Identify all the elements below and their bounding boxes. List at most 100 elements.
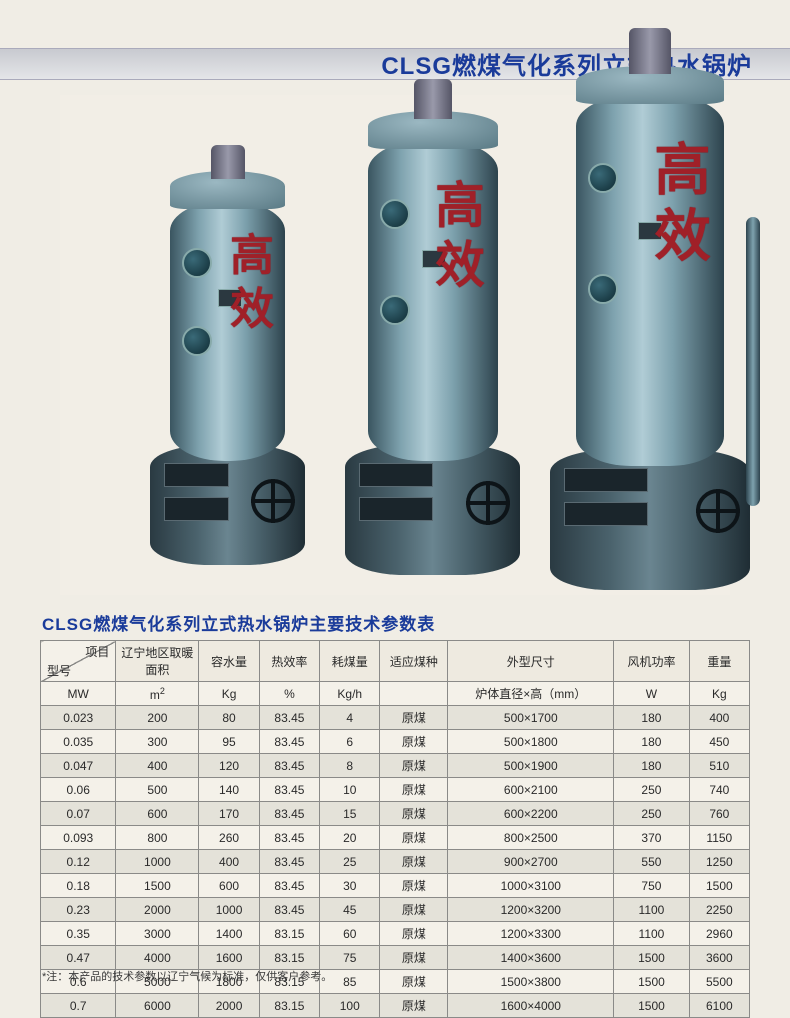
header-diag: 项目型号 <box>41 641 116 682</box>
cell: 1000 <box>199 898 259 922</box>
cell: 原煤 <box>380 706 448 730</box>
cell: 2250 <box>689 898 749 922</box>
cell: 原煤 <box>380 898 448 922</box>
cell: 1500×3800 <box>448 970 614 994</box>
cell: 3600 <box>689 946 749 970</box>
unit-cell: W <box>614 682 689 706</box>
cell: 500×1700 <box>448 706 614 730</box>
cell: 83.45 <box>259 730 319 754</box>
table-row: 0.04740012083.458原煤500×1900180510 <box>41 754 750 778</box>
col-header: 耗煤量 <box>320 641 380 682</box>
cell: 0.093 <box>41 826 116 850</box>
cell: 600×2100 <box>448 778 614 802</box>
cell: 6 <box>320 730 380 754</box>
cell: 400 <box>689 706 749 730</box>
cell: 83.45 <box>259 874 319 898</box>
cell: 20 <box>320 826 380 850</box>
cell: 0.06 <box>41 778 116 802</box>
cell: 原煤 <box>380 874 448 898</box>
cell: 原煤 <box>380 922 448 946</box>
cell: 1100 <box>614 898 689 922</box>
spec-table: 项目型号辽宁地区取暖面积容水量热效率耗煤量适应煤种外型尺寸风机功率重量MWm2K… <box>40 640 750 1018</box>
cell: 1600×4000 <box>448 994 614 1018</box>
unit-cell: 炉体直径×高（mm） <box>448 682 614 706</box>
cell: 60 <box>320 922 380 946</box>
cell: 300 <box>116 730 199 754</box>
cell: 1500 <box>614 970 689 994</box>
table-row: 0.353000140083.1560原煤1200×330011002960 <box>41 922 750 946</box>
cell: 95 <box>199 730 259 754</box>
cell: 510 <box>689 754 749 778</box>
cell: 原煤 <box>380 802 448 826</box>
cell: 1500 <box>614 946 689 970</box>
col-header: 重量 <box>689 641 749 682</box>
unit-cell: Kg <box>199 682 259 706</box>
cell: 140 <box>199 778 259 802</box>
cell: 原煤 <box>380 730 448 754</box>
cell: 1500 <box>689 874 749 898</box>
cell: 83.45 <box>259 826 319 850</box>
cell: 原煤 <box>380 994 448 1018</box>
unit-cell: % <box>259 682 319 706</box>
cell: 740 <box>689 778 749 802</box>
cell: 600 <box>116 802 199 826</box>
table-row: 0.0650014083.4510原煤600×2100250740 <box>41 778 750 802</box>
cell: 750 <box>614 874 689 898</box>
cell: 170 <box>199 802 259 826</box>
cell: 400 <box>116 754 199 778</box>
cell: 200 <box>116 706 199 730</box>
boiler-3: 高效 <box>550 34 750 590</box>
cell: 原煤 <box>380 850 448 874</box>
cell: 500×1800 <box>448 730 614 754</box>
cell: 1500 <box>614 994 689 1018</box>
cell: 30 <box>320 874 380 898</box>
cell: 83.45 <box>259 754 319 778</box>
table-row: 0.474000160083.1575原煤1400×360015003600 <box>41 946 750 970</box>
table-row: 0.18150060083.4530原煤1000×31007501500 <box>41 874 750 898</box>
cell: 1200×3200 <box>448 898 614 922</box>
cell: 15 <box>320 802 380 826</box>
boiler-2: 高效 <box>345 85 520 575</box>
cell: 6000 <box>116 994 199 1018</box>
cell: 400 <box>199 850 259 874</box>
cell: 1600 <box>199 946 259 970</box>
cell: 25 <box>320 850 380 874</box>
table-row: 0.09380026083.4520原煤800×25003701150 <box>41 826 750 850</box>
cell: 500×1900 <box>448 754 614 778</box>
unit-cell <box>380 682 448 706</box>
cell: 800 <box>116 826 199 850</box>
cell: 250 <box>614 802 689 826</box>
cell: 1000×3100 <box>448 874 614 898</box>
cell: 0.18 <box>41 874 116 898</box>
cell: 83.45 <box>259 898 319 922</box>
cell: 8 <box>320 754 380 778</box>
cell: 1150 <box>689 826 749 850</box>
cell: 1100 <box>614 922 689 946</box>
cell: 0.047 <box>41 754 116 778</box>
cell: 600 <box>199 874 259 898</box>
cell: 450 <box>689 730 749 754</box>
cell: 760 <box>689 802 749 826</box>
cell: 180 <box>614 754 689 778</box>
cell: 83.15 <box>259 922 319 946</box>
col-header: 辽宁地区取暖面积 <box>116 641 199 682</box>
cell: 0.23 <box>41 898 116 922</box>
product-image: 高效高效高效 <box>60 95 730 595</box>
cell: 83.45 <box>259 802 319 826</box>
cell: 6100 <box>689 994 749 1018</box>
cell: 2000 <box>116 898 199 922</box>
cell: 75 <box>320 946 380 970</box>
cell: 180 <box>614 706 689 730</box>
spec-table-container: 项目型号辽宁地区取暖面积容水量热效率耗煤量适应煤种外型尺寸风机功率重量MWm2K… <box>40 640 750 1018</box>
table-row: 0.0232008083.454原煤500×1700180400 <box>41 706 750 730</box>
cell: 0.07 <box>41 802 116 826</box>
cell: 1400×3600 <box>448 946 614 970</box>
cell: 0.023 <box>41 706 116 730</box>
cell: 4000 <box>116 946 199 970</box>
table-row: 0.12100040083.4525原煤900×27005501250 <box>41 850 750 874</box>
cell: 0.7 <box>41 994 116 1018</box>
cell: 1400 <box>199 922 259 946</box>
cell: 4 <box>320 706 380 730</box>
table-title: CLSG燃煤气化系列立式热水锅炉主要技术参数表 <box>42 610 435 635</box>
cell: 550 <box>614 850 689 874</box>
